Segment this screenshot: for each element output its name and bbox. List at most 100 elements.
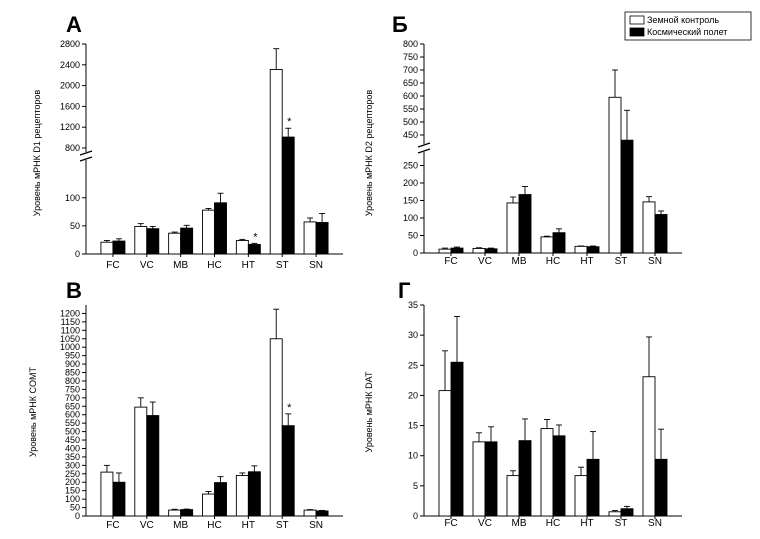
bar-flight — [112, 481, 126, 517]
x-tick-label: MB — [512, 518, 527, 529]
y-tick-label: 800 — [403, 39, 418, 49]
x-tick-label: HC — [546, 518, 560, 529]
legend: Земной контроль Космический полет — [624, 11, 752, 41]
y-tick-label: 650 — [403, 78, 418, 88]
bar-control — [134, 225, 148, 255]
bar-flight — [450, 361, 464, 517]
bar-flight — [315, 222, 329, 255]
panel-letter: В — [66, 278, 82, 303]
y-tick-label: 750 — [403, 52, 418, 62]
y-tick-label: 50 — [408, 231, 418, 241]
legend-label-control: Земной контроль — [647, 15, 719, 25]
y-tick-label: 0 — [413, 511, 418, 521]
y-axis-label: Уровень мРНК D2 рецепторов — [364, 90, 374, 217]
axis-break-mark — [79, 156, 93, 162]
bar-control — [269, 69, 283, 255]
y-tick-label: 550 — [65, 418, 80, 428]
bar-control — [472, 441, 486, 517]
x-tick-label: MB — [512, 256, 527, 267]
y-tick-label: 600 — [403, 91, 418, 101]
x-tick-label: ST — [615, 518, 628, 529]
y-tick-label: 100 — [65, 193, 80, 203]
bar-flight — [586, 246, 600, 254]
bar-flight — [654, 214, 668, 254]
y-tick-label: 200 — [65, 477, 80, 487]
x-tick-label: MB — [173, 260, 188, 271]
y-tick-label: 850 — [65, 368, 80, 378]
bar-control — [472, 247, 486, 254]
panel-letter: Г — [398, 278, 411, 303]
y-tick-label: 400 — [65, 443, 80, 453]
y-tick-label: 1100 — [61, 325, 80, 335]
bar-control — [540, 236, 554, 254]
x-tick-label: ST — [615, 256, 628, 267]
x-tick-label: MB — [173, 520, 188, 531]
legend-swatch-control — [629, 15, 645, 25]
bar-flight — [281, 136, 295, 255]
y-tick-label: 15 — [408, 421, 418, 431]
bar-flight — [484, 248, 498, 254]
y-tick-label: 1050 — [60, 334, 80, 344]
y-tick-label: 450 — [65, 435, 80, 445]
bar-control — [608, 96, 622, 254]
y-tick-label: 100 — [65, 494, 80, 504]
bar-flight — [180, 227, 194, 255]
y-tick-label: 600 — [65, 410, 80, 420]
bar-control — [303, 221, 317, 255]
bar-control — [168, 509, 182, 517]
bar-control — [303, 509, 317, 517]
bar-flight — [552, 232, 566, 254]
y-axis-label: Уровень мРНК DAT — [364, 371, 374, 452]
bar-control — [235, 475, 249, 517]
legend-box — [624, 11, 752, 41]
bar-flight — [450, 247, 464, 254]
y-tick-label: 20 — [408, 390, 418, 400]
bar-flight — [247, 243, 261, 255]
y-tick-label: 0 — [75, 249, 80, 259]
bar-control — [642, 376, 656, 517]
bar-control — [642, 201, 656, 254]
y-tick-label: 30 — [408, 330, 418, 340]
legend-swatch-flight — [629, 27, 645, 37]
y-tick-label: 450 — [403, 130, 418, 140]
x-tick-label: VC — [140, 260, 154, 271]
bar-flight — [112, 240, 126, 255]
x-tick-label: HT — [242, 520, 255, 531]
x-tick-label: FC — [444, 256, 457, 267]
bar-control — [168, 232, 182, 255]
y-tick-label: 35 — [408, 300, 418, 310]
x-tick-label: ST — [276, 260, 289, 271]
y-tick-label: 1200 — [60, 122, 80, 132]
x-tick-label: SN — [309, 520, 323, 531]
y-tick-label: 800 — [65, 376, 80, 386]
bar-flight — [620, 139, 634, 254]
x-tick-label: VC — [478, 256, 492, 267]
y-tick-label: 50 — [70, 221, 80, 231]
bar-control — [506, 202, 520, 254]
y-tick-label: 0 — [413, 248, 418, 258]
y-tick-label: 250 — [65, 469, 80, 479]
panel-a-chart: А Уровень мРНК D1 рецепторов 0 50 100 800 1200… — [32, 12, 343, 271]
bar-flight — [247, 471, 261, 517]
bar-control — [540, 428, 554, 517]
y-axis-label: Уровень мРНК COMT — [28, 366, 38, 457]
y-tick-label: 500 — [403, 117, 418, 127]
bar-flight — [214, 482, 227, 517]
x-tick-label: ST — [276, 520, 289, 531]
significance-star: * — [287, 402, 292, 414]
y-tick-label: 0 — [75, 511, 80, 521]
panel-d-chart: Г Уровень мРНК DAT 0 5 10 15 20 25 30 35 FC VC MB HC H… — [364, 278, 682, 529]
legend-label-flight: Космический полет — [647, 27, 727, 37]
y-tick-label: 200 — [403, 178, 418, 188]
panel-letter: А — [66, 12, 82, 37]
bar-control — [574, 475, 588, 517]
x-tick-label: HC — [546, 256, 560, 267]
bar-flight — [214, 202, 227, 255]
x-tick-label: SN — [648, 518, 662, 529]
significance-star: * — [287, 116, 292, 128]
y-tick-label: 2400 — [60, 60, 80, 70]
y-tick-label: 150 — [65, 486, 80, 496]
bar-flight — [552, 435, 566, 517]
bar-control — [438, 390, 452, 517]
